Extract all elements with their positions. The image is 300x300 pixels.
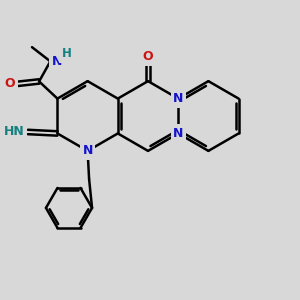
Text: N: N xyxy=(52,55,62,68)
Text: N: N xyxy=(173,127,183,140)
Text: N: N xyxy=(82,144,93,158)
Text: H: H xyxy=(61,47,71,61)
Text: N: N xyxy=(173,92,183,105)
Text: O: O xyxy=(143,50,153,63)
Text: HN: HN xyxy=(4,125,24,139)
Text: O: O xyxy=(5,77,16,90)
